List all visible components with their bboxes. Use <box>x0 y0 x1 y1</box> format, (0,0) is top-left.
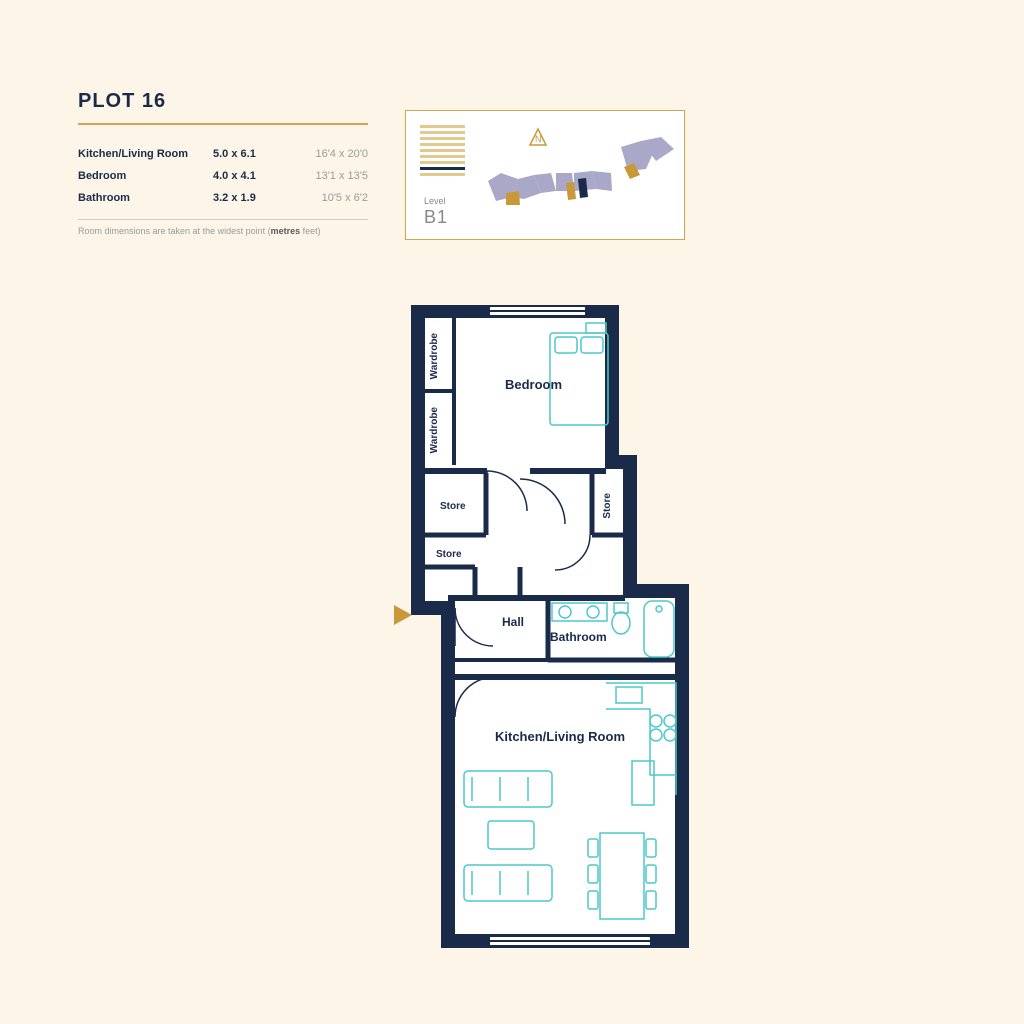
dimension-table: Kitchen/Living Room 5.0 x 6.1 16'4 x 20'… <box>78 143 368 209</box>
svg-text:N: N <box>535 134 542 144</box>
level-value: B1 <box>424 207 448 228</box>
label-hall: Hall <box>502 615 524 629</box>
title-rule <box>78 123 368 125</box>
label-store: Store <box>602 493 613 519</box>
note-rule <box>78 219 368 220</box>
label-bedroom: Bedroom <box>505 377 562 392</box>
label-kitchen-living: Kitchen/Living Room <box>495 729 625 744</box>
label-store: Store <box>436 549 462 560</box>
label-bathroom: Bathroom <box>550 630 607 644</box>
table-row: Bathroom 3.2 x 1.9 10'5 x 6'2 <box>78 187 368 209</box>
site-locator: N Level B1 <box>405 110 685 240</box>
compass-icon: N <box>530 129 546 145</box>
dimension-note: Room dimensions are taken at the widest … <box>78 226 368 236</box>
floor-plan: Bedroom Wardrobe Wardrobe Store Store St… <box>400 305 700 965</box>
site-buildings <box>488 137 674 205</box>
entry-arrow-icon <box>394 605 412 625</box>
level-label: Level <box>424 196 446 206</box>
table-row: Bedroom 4.0 x 4.1 13'1 x 13'5 <box>78 165 368 187</box>
label-store: Store <box>440 501 466 512</box>
plot-title: PLOT 16 <box>78 90 368 123</box>
header: PLOT 16 Kitchen/Living Room 5.0 x 6.1 16… <box>78 90 368 236</box>
table-row: Kitchen/Living Room 5.0 x 6.1 16'4 x 20'… <box>78 143 368 165</box>
label-wardrobe: Wardrobe <box>429 333 440 379</box>
label-wardrobe: Wardrobe <box>429 407 440 453</box>
